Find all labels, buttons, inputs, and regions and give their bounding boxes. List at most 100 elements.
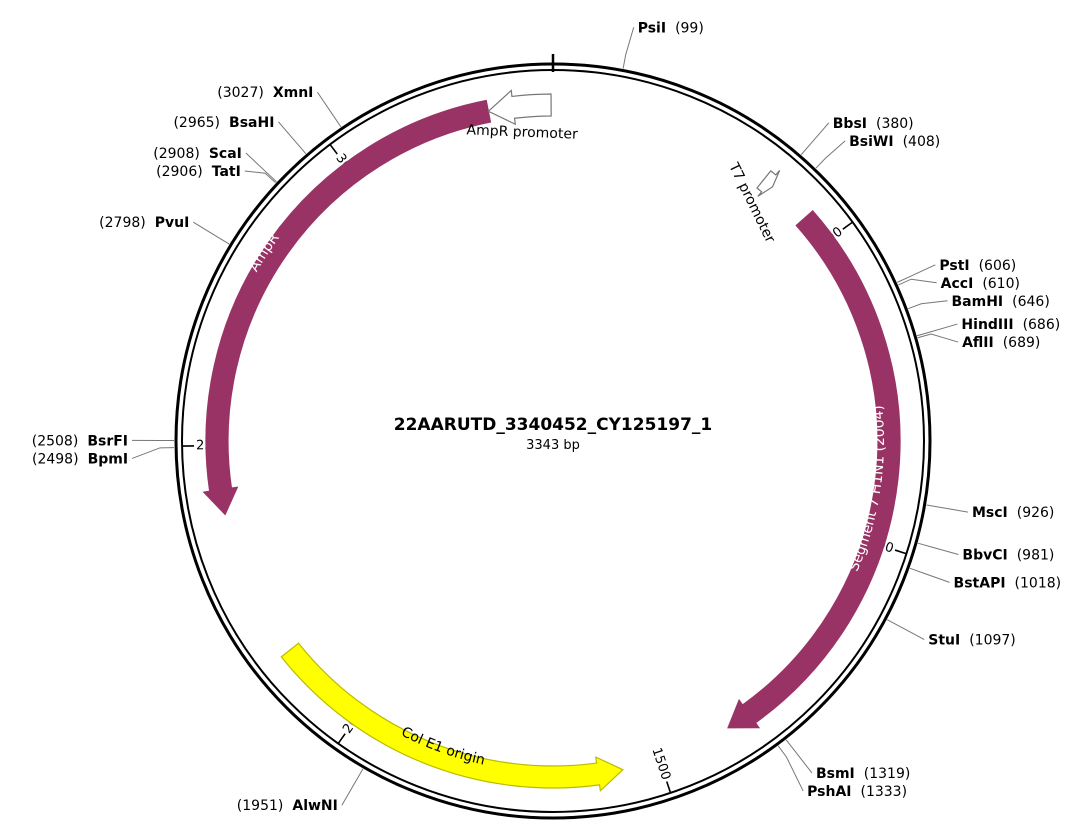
restriction-site-label: (2508) BsrFI [32,433,128,449]
site-position: (646) [1012,294,1050,310]
site-leader-line [898,278,937,286]
site-leader-line [815,140,846,169]
site-leader-line [916,323,958,337]
restriction-site-label: (2906) TatI [156,164,241,180]
restriction-site-label: BsmI (1319) [816,766,910,782]
site-position: (1319) [864,766,911,782]
site-leader-line [193,221,230,245]
restriction-site-label: (1951) AlwNI [237,798,338,814]
site-leader-line [926,504,969,513]
restriction-site-label: (2965) BsaHI [173,115,274,131]
restriction-sites: PsiI (99) BbsI (380) BsiWI (408) PstI (606) AccI… [32,20,1061,814]
restriction-site-label: AflII (689) [962,335,1040,351]
restriction-site-label: PstI (606) [939,258,1016,274]
site-position: (3027) [217,85,264,101]
restriction-site-label: PsiI (99) [638,20,704,36]
site-position: (1018) [1015,575,1062,591]
site-leader-line [909,567,950,583]
site-enzyme-name: ScaI [209,146,242,162]
plasmid-name: 22AARUTD_3340452_CY125197_1 [394,415,712,435]
feature-segment7 [727,210,901,729]
restriction-site-label: BbvCI (981) [962,548,1054,564]
site-enzyme-name: AccI [941,276,974,292]
tick-mark [337,733,346,744]
site-leader-line [341,768,364,806]
site-enzyme-name: HindIII [961,317,1013,333]
site-leader-line [785,739,813,774]
site-leader-line [777,745,804,792]
site-position: (2908) [153,146,200,162]
restriction-site-label: BsiWI (408) [849,134,940,150]
restriction-site-label: BamHI (646) [952,294,1050,310]
restriction-site-label: MscI (926) [972,505,1054,521]
restriction-site-label: (2798) PvuI [99,215,189,231]
site-enzyme-name: PvuI [155,215,190,231]
tick-mark [894,549,907,555]
center-info: 22AARUTD_3340452_CY125197_1 3343 bp [394,415,712,453]
site-enzyme-name: MscI [972,505,1008,521]
site-enzyme-name: BpmI [88,451,129,467]
restriction-site-label: BstAPI (1018) [954,575,1062,591]
site-leader-line [917,542,959,555]
site-enzyme-name: PstI [939,258,969,274]
site-enzyme-name: BbsI [833,116,867,132]
restriction-site-label: (3027) XmnI [217,85,313,101]
site-position: (2498) [32,451,79,467]
site-enzyme-name: TatI [212,164,241,180]
site-position: (686) [1023,317,1061,333]
feature-ampr [202,99,492,516]
site-leader-line [244,170,276,184]
site-enzyme-name: BsrFI [87,433,128,449]
site-position: (2965) [173,115,220,131]
restriction-site-label: BbsI (380) [833,116,914,132]
site-position: (2906) [156,164,203,180]
site-position: (926) [1017,505,1055,521]
restriction-site-label: HindIII (686) [961,317,1060,333]
site-enzyme-name: AflII [962,335,994,351]
site-enzyme-name: BsmI [816,766,855,782]
feature-col-e1-origin [280,642,624,793]
site-enzyme-name: XmnI [273,85,314,101]
site-position: (1333) [860,784,907,800]
backbone [174,54,932,820]
restriction-site-label: (2498) BpmI [32,451,128,467]
site-position: (380) [876,116,914,132]
restriction-site-label: StuI (1097) [928,633,1016,649]
site-enzyme-name: PsiI [638,20,666,36]
site-position: (2508) [32,433,79,449]
site-enzyme-name: AlwNI [292,798,338,814]
site-enzyme-name: BsiWI [849,134,893,150]
site-position: (1951) [237,798,284,814]
feature-label-ampr-promoter: AmpR promoter [466,122,578,142]
site-leader-line [800,122,830,155]
site-enzyme-name: BbvCI [962,548,1007,564]
site-enzyme-name: PshAI [807,784,851,800]
restriction-site-label: AccI (610) [941,276,1020,292]
site-position: (99) [675,20,704,36]
site-position: (610) [982,276,1020,292]
site-position: (2798) [99,215,146,231]
site-leader-line [278,121,307,155]
tick-mark [329,143,338,155]
site-leader-line [917,333,959,343]
site-enzyme-name: BstAPI [954,575,1006,591]
feature-ampr-promoter [487,89,552,126]
tick-mark [842,221,854,230]
site-position: (606) [979,258,1017,274]
site-leader-line [245,152,277,183]
site-enzyme-name: StuI [928,633,960,649]
site-enzyme-name: BamHI [952,294,1004,310]
plasmid-length: 3343 bp [526,438,580,453]
site-leader-line [316,91,342,128]
site-enzyme-name: BsaHI [229,115,274,131]
site-leader-line [131,447,175,459]
site-leader-line [897,264,936,283]
site-leader-line [886,619,925,640]
restriction-site-label: PshAI (1333) [807,784,907,800]
site-leader-line [907,300,948,310]
site-position: (408) [903,134,941,150]
tick-label: 1500 [648,746,673,782]
restriction-site-label: (2908) ScaI [153,146,242,162]
site-leader-line [622,27,635,69]
